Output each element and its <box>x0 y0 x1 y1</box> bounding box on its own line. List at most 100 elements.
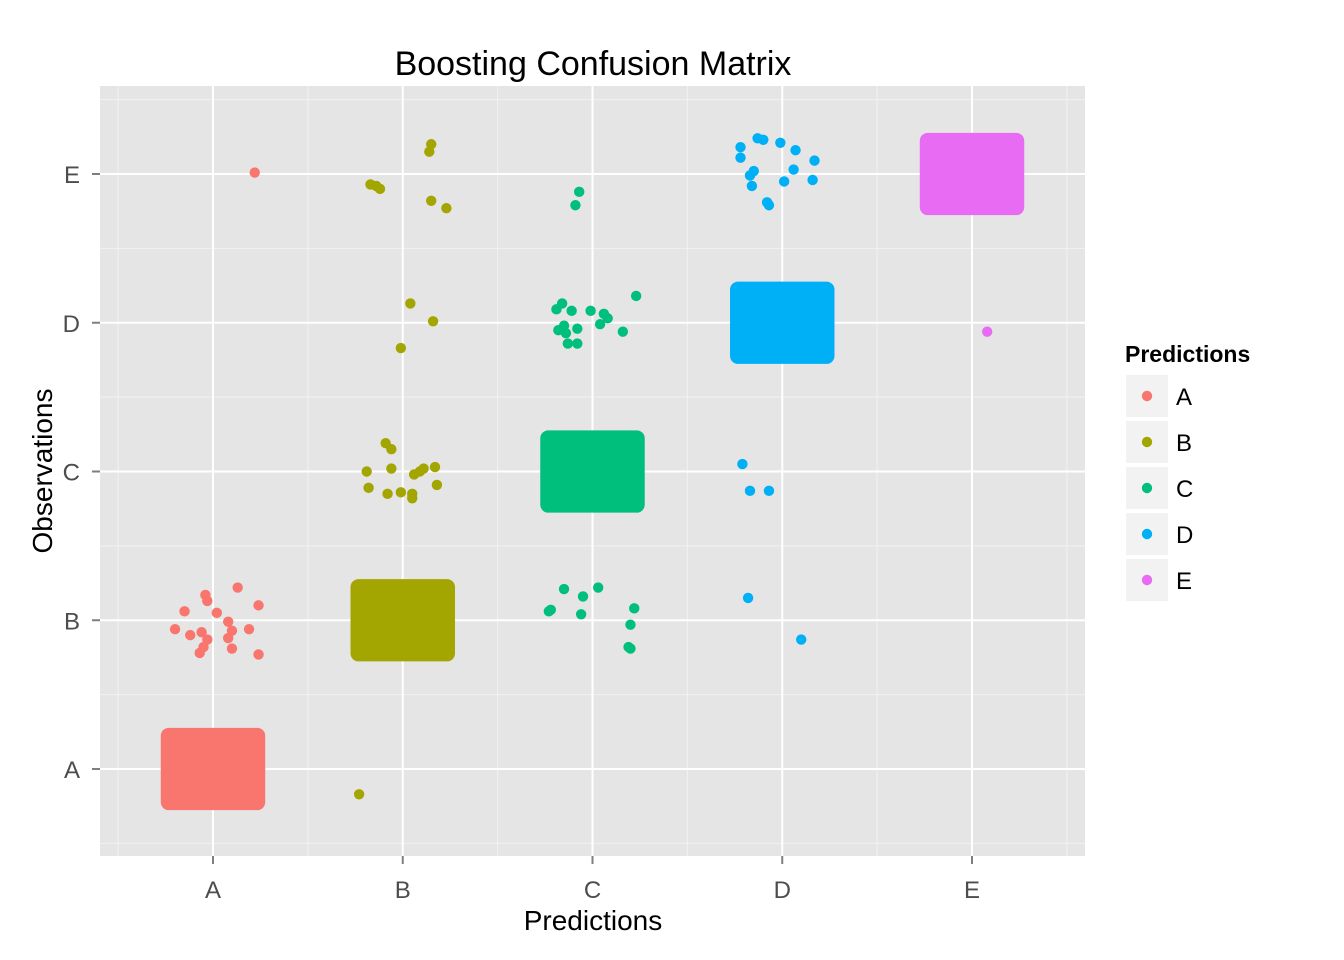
point-D-E <box>735 142 746 153</box>
x-axis-title: Predictions <box>524 905 663 936</box>
point-B-E <box>441 203 452 214</box>
point-C-D <box>602 313 613 324</box>
dense-cluster-A-A <box>160 727 266 811</box>
point-C-D <box>585 305 596 317</box>
point-B-C <box>386 443 397 455</box>
x-tick-label-B: B <box>395 877 411 904</box>
point-C-D <box>566 305 577 317</box>
point-B-C <box>386 463 397 474</box>
point-D-E <box>809 155 820 166</box>
point-C-B <box>625 619 636 630</box>
scatter-points <box>169 133 993 800</box>
point-C-D <box>572 323 583 334</box>
point-A-B <box>253 649 264 660</box>
legend-label-E: E <box>1176 568 1192 595</box>
legend-label-C: C <box>1176 476 1193 503</box>
point-C-D <box>617 326 629 337</box>
point-C-B <box>577 591 589 602</box>
point-A-B <box>169 623 181 635</box>
legend-swatch-B <box>1141 436 1153 448</box>
point-B-D <box>395 342 407 354</box>
point-D-E <box>758 134 769 145</box>
point-C-E <box>570 200 581 211</box>
legend-title: Predictions <box>1125 341 1250 367</box>
y-tick-label-C: C <box>63 460 80 487</box>
x-axis-ticks: A B C D E <box>205 856 980 904</box>
legend-swatch-E <box>1141 574 1153 586</box>
dense-cluster-E-E <box>919 132 1025 216</box>
dense-cluster-D-D <box>730 281 835 364</box>
point-C-B <box>575 609 587 620</box>
point-B-E <box>426 195 437 206</box>
point-D-B <box>796 634 807 645</box>
legend-label-B: B <box>1176 430 1192 457</box>
legend-label-D: D <box>1176 522 1193 549</box>
point-D-E <box>735 152 746 163</box>
point-B-C <box>407 493 418 504</box>
point-B-D <box>405 298 416 309</box>
point-B-E <box>424 146 435 157</box>
point-D-C <box>737 458 748 470</box>
point-B-A <box>353 789 365 800</box>
point-D-E <box>807 174 818 186</box>
dense-cell-clusters <box>160 132 1025 811</box>
point-A-B <box>232 582 243 593</box>
point-A-E <box>249 167 260 178</box>
point-B-C <box>418 463 429 474</box>
point-D-E <box>790 145 801 156</box>
point-C-D <box>630 290 642 302</box>
point-D-E <box>744 170 756 181</box>
point-C-D <box>562 338 574 349</box>
point-A-B <box>185 629 196 641</box>
x-tick-label-D: D <box>774 877 791 904</box>
point-B-C <box>408 469 420 480</box>
point-D-B <box>742 592 754 604</box>
y-tick-label-D: D <box>63 311 80 338</box>
point-A-B <box>194 647 205 659</box>
point-C-E <box>574 186 585 198</box>
point-B-C <box>429 461 441 473</box>
point-C-D <box>572 338 583 349</box>
point-C-D <box>556 298 568 309</box>
point-A-B <box>196 626 207 638</box>
point-B-C <box>395 487 407 498</box>
point-A-B <box>243 623 255 635</box>
point-C-D <box>594 319 606 330</box>
legend-swatch-C <box>1141 482 1153 494</box>
point-D-E <box>746 180 758 192</box>
legend-swatch-A <box>1141 390 1153 402</box>
point-D-C <box>744 485 756 497</box>
y-tick-label-A: A <box>64 757 80 784</box>
point-D-E <box>778 176 790 187</box>
point-E-D <box>981 326 993 337</box>
legend-label-A: A <box>1176 384 1192 411</box>
point-C-D <box>560 327 572 339</box>
point-D-E <box>775 137 786 148</box>
point-B-C <box>431 479 443 491</box>
point-A-B <box>202 595 213 607</box>
y-tick-label-E: E <box>64 162 80 189</box>
point-B-E <box>374 183 386 195</box>
y-tick-label-B: B <box>64 608 80 635</box>
point-A-B <box>226 643 238 654</box>
point-D-E <box>788 164 799 175</box>
point-A-B <box>211 607 222 619</box>
point-C-B <box>625 643 636 654</box>
point-D-E <box>763 200 775 211</box>
point-A-B <box>222 616 234 627</box>
x-tick-label-A: A <box>205 877 221 904</box>
point-B-C <box>361 466 372 477</box>
point-C-B <box>592 582 604 593</box>
x-tick-label-E: E <box>964 877 980 904</box>
point-B-C <box>382 488 393 500</box>
dense-cluster-C-C <box>540 430 645 513</box>
point-B-C <box>363 482 374 494</box>
y-axis-title: Observations <box>27 389 58 554</box>
chart-title: Boosting Confusion Matrix <box>395 45 792 83</box>
dense-cluster-B-B <box>350 579 455 662</box>
point-D-C <box>763 485 775 497</box>
point-A-B <box>179 606 190 617</box>
point-B-D <box>427 316 439 327</box>
